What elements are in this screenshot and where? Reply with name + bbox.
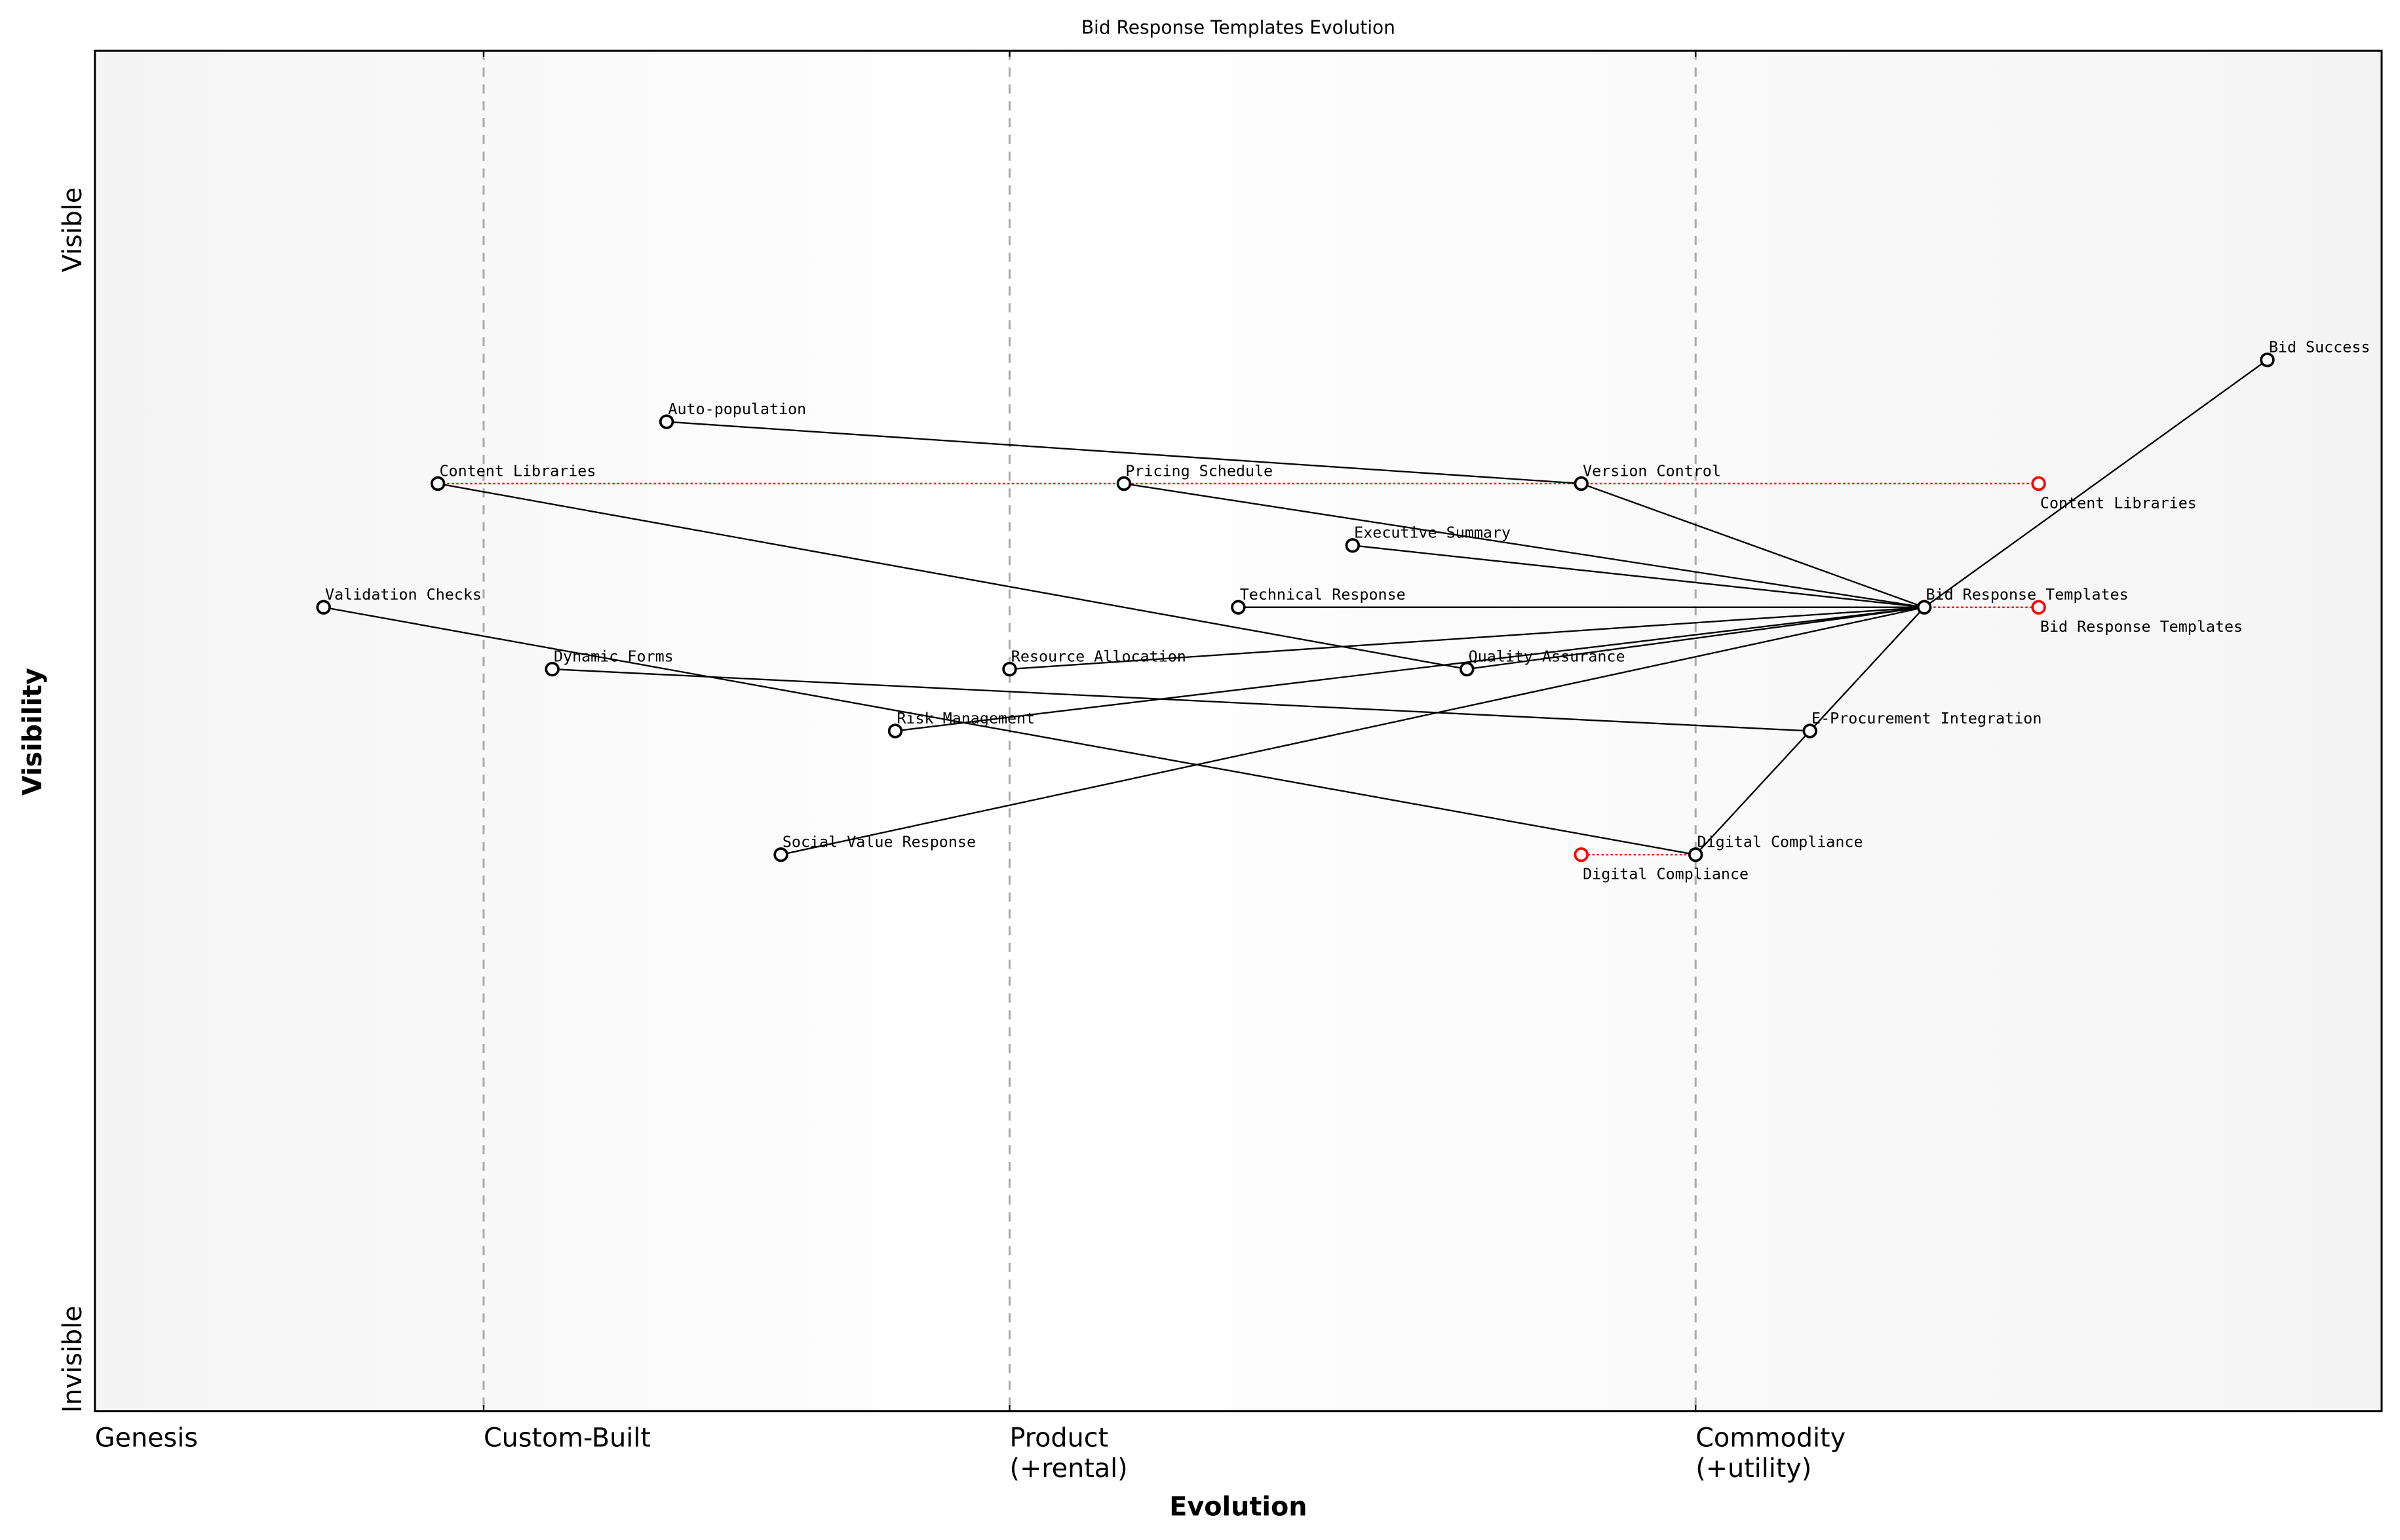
node-validation-checks[interactable] [316,600,331,615]
link-social-value-response-to-bid-response-templates [781,606,1925,856]
evolved-label-bid-response-templates: Bid Response Templates [2040,617,2243,636]
evolved-node-content-libraries[interactable] [2031,476,2046,491]
link-auto-population-to-version-control [667,421,1581,485]
label-pricing-schedule: Pricing Schedule [1125,461,1273,480]
plot-background [94,50,2382,1412]
label-social-value-response: Social Value Response [783,833,976,851]
label-resource-allocation: Resource Allocation [1011,647,1186,665]
label-bid-response-templates: Bid Response Templates [1926,585,2128,604]
plot-frame [94,49,2383,1413]
node-dynamic-forms[interactable] [545,661,560,677]
y-axis-title: Visibility [18,668,48,796]
link-bid-success-to-bid-response-templates [1924,359,2268,608]
label-digital-compliance: Digital Compliance [1697,833,1863,851]
label-version-control: Version Control [1583,461,1721,480]
link-content-libraries-to-quality-assurance [437,482,1467,670]
stage-label-product-rental-: Product (+rental) [1009,1423,1127,1484]
label-validation-checks: Validation Checks [325,585,482,604]
stage-label-custom-built: Custom-Built [484,1423,651,1453]
x-axis-title: Evolution [1169,1492,1307,1522]
node-executive-summary[interactable] [1345,538,1361,553]
link-dynamic-forms-to-e-procurement-integration [552,668,1810,732]
node-version-control[interactable] [1574,476,1589,491]
evolved-node-digital-compliance[interactable] [1574,847,1589,862]
label-content-libraries: Content Libraries [440,461,596,480]
link-e-procurement-integration-to-bid-response-templates [1809,606,1925,732]
label-quality-assurance: Quality Assurance [1469,647,1625,665]
node-digital-compliance[interactable] [1688,847,1703,862]
evolved-label-digital-compliance: Digital Compliance [1583,865,1749,883]
node-quality-assurance[interactable] [1460,661,1475,677]
node-bid-success[interactable] [2260,352,2275,368]
link-validation-checks-to-digital-compliance [323,606,1696,856]
node-bid-response-templates[interactable] [1916,600,1932,615]
link-quality-assurance-to-bid-response-templates [1467,606,1925,670]
link-pricing-schedule-to-bid-response-templates [1123,482,1925,608]
label-technical-response: Technical Response [1240,585,1406,604]
link-version-control-to-bid-response-templates [1581,482,1925,608]
label-bid-success: Bid Success [2269,338,2371,356]
stage-label-genesis: Genesis [95,1423,198,1453]
y-bottom-label: Invisible [58,1305,88,1413]
label-auto-population: Auto-population [668,400,806,418]
label-executive-summary: Executive Summary [1354,524,1511,542]
evolved-node-bid-response-templates[interactable] [2031,600,2046,615]
link-risk-management-to-bid-response-templates [895,606,1925,732]
node-e-procurement-integration[interactable] [1802,723,1817,739]
link-executive-summary-to-bid-response-templates [1352,545,1925,608]
label-risk-management: Risk Management [897,709,1035,727]
node-social-value-response[interactable] [773,847,788,862]
node-risk-management[interactable] [887,723,903,739]
node-pricing-schedule[interactable] [1116,476,1132,491]
link-digital-compliance-to-e-procurement-integration [1695,730,1811,855]
chart-title: Bid Response Templates Evolution [1081,17,1395,39]
node-technical-response[interactable] [1231,600,1246,615]
node-content-libraries[interactable] [430,476,446,491]
node-resource-allocation[interactable] [1002,661,1017,677]
stage-label-commodity-utility-: Commodity (+utility) [1695,1423,1846,1484]
y-top-label: Visible [58,187,88,273]
node-auto-population[interactable] [659,414,674,429]
evolved-label-content-libraries: Content Libraries [2040,493,2197,512]
label-e-procurement-integration: E-Procurement Integration [1811,709,2042,727]
label-dynamic-forms: Dynamic Forms [554,647,674,665]
link-resource-allocation-to-bid-response-templates [1009,606,1925,670]
